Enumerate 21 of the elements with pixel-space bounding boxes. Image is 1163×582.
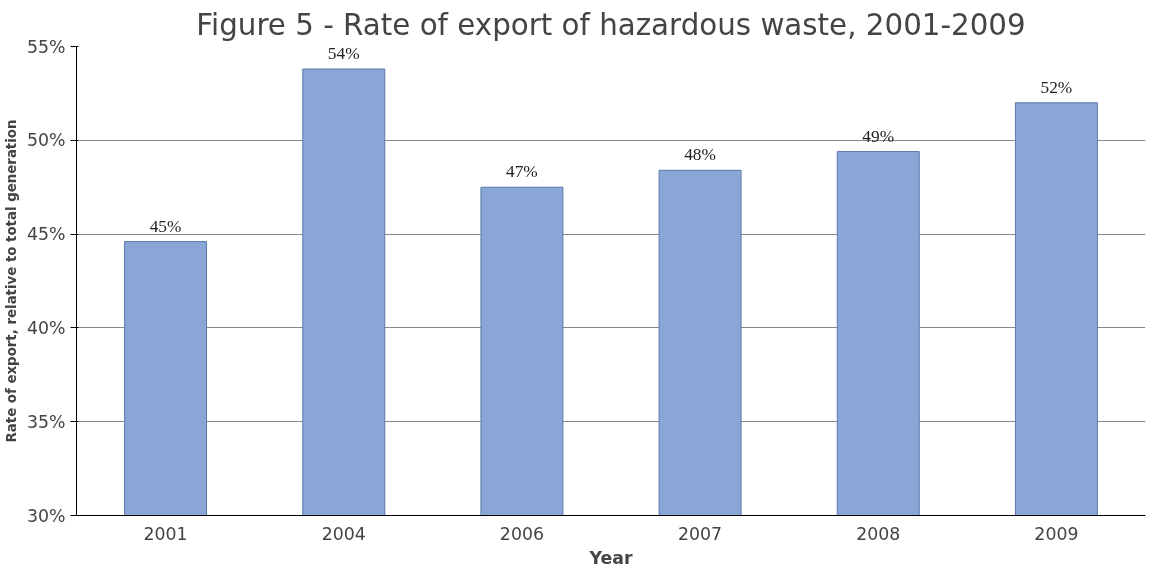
data-label: 54% — [327, 44, 360, 64]
chart-title: Figure 5 - Rate of export of hazardous waste, 2001-2009 — [196, 7, 1026, 42]
y-axis-title: Rate of export, relative to total generation — [3, 119, 19, 443]
data-label: 47% — [506, 162, 538, 182]
y-tick-label: 55% — [26, 36, 66, 57]
y-tick-label: 50% — [26, 130, 66, 151]
data-label: 49% — [862, 126, 895, 146]
x-tick-label: 2006 — [499, 523, 544, 544]
x-axis-title: Year — [588, 547, 633, 568]
data-label: 48% — [684, 145, 716, 165]
data-label: 52% — [1040, 77, 1073, 97]
y-tick-label: 40% — [26, 317, 66, 338]
y-tick-label: 45% — [26, 224, 66, 245]
x-tick-label: 2008 — [856, 523, 901, 544]
x-tick-label: 2001 — [143, 523, 188, 544]
y-tick-label: 30% — [26, 505, 66, 526]
x-tick-label: 2004 — [321, 523, 366, 544]
x-tick-label: 2009 — [1034, 523, 1079, 544]
x-tick-label: 2007 — [678, 523, 723, 544]
data-label: 45% — [149, 216, 182, 236]
y-tick-label: 35% — [26, 411, 66, 432]
